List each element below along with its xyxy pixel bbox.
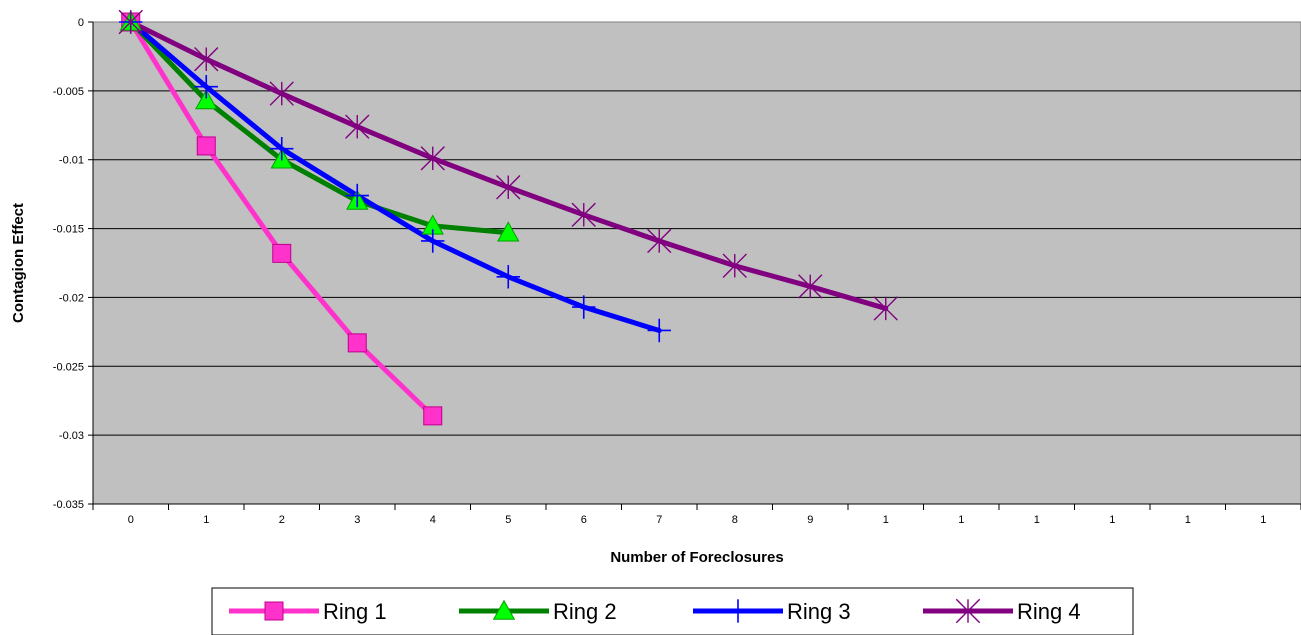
legend-marker (264, 601, 284, 621)
x-tick-label: 7 (656, 514, 662, 526)
y-tick-label: -0.025 (53, 361, 84, 373)
data-point-ring-4 (647, 228, 672, 254)
x-tick-label: 5 (505, 514, 511, 526)
data-point-ring-1 (272, 243, 292, 263)
x-tick-label: 1 (1109, 514, 1115, 526)
data-point-ring-2 (195, 89, 218, 110)
data-point-ring-4 (269, 81, 294, 106)
data-point-ring-3 (647, 318, 671, 343)
gridlines (93, 90, 1301, 436)
y-tick-label: -0.015 (53, 224, 84, 236)
legend-label-ring-3: Ring 3 (787, 599, 851, 624)
legend: Ring 1 Ring 2 Ring 3 Ring 4 (211, 587, 1134, 635)
data-point-ring-3 (270, 136, 294, 161)
y-tick-label: -0.03 (59, 430, 84, 442)
legend-marker (726, 599, 750, 623)
x-tick-label: 2 (279, 514, 285, 526)
x-tick-label: 0 (128, 514, 134, 526)
x-tick-label: 1 (1185, 514, 1191, 526)
series-line-ring-3 (128, 19, 662, 333)
legend-label-ring-4: Ring 4 (1017, 599, 1081, 624)
plot-area (92, 21, 1301, 505)
data-point-ring-3 (496, 265, 520, 289)
y-tick-label: -0.02 (59, 292, 84, 304)
data-point-ring-3 (194, 75, 218, 99)
data-point-ring-4 (798, 274, 823, 299)
x-tick-label: 1 (883, 514, 889, 526)
x-tick-label: 1 (958, 514, 964, 526)
x-axis-title: Number of Foreclosures (610, 549, 783, 566)
x-tick-label: 8 (732, 514, 738, 526)
data-point-ring-4 (118, 9, 143, 35)
data-point-ring-2 (497, 221, 520, 242)
data-point-ring-4 (420, 146, 445, 171)
x-tick-label: 4 (430, 514, 436, 526)
data-point-ring-4 (496, 175, 521, 200)
legend-label-ring-1: Ring 1 (323, 599, 387, 624)
x-tick-label: 1 (1034, 514, 1040, 526)
x-tick-label: 3 (354, 514, 360, 526)
y-tick-label: -0.01 (59, 155, 84, 167)
data-point-ring-4 (873, 296, 898, 321)
data-point-ring-4 (345, 114, 370, 139)
series-lines (118, 9, 898, 426)
x-tick-label: 1 (203, 514, 209, 526)
y-tick-label: -0.035 (53, 499, 84, 511)
data-point-ring-1 (196, 136, 216, 156)
x-tick-label: 1 (1260, 514, 1266, 526)
data-point-ring-1 (423, 406, 443, 426)
data-point-ring-4 (722, 253, 747, 278)
x-tick-label: 6 (581, 514, 587, 526)
data-point-ring-3 (421, 229, 445, 253)
y-tick-label: 0 (78, 17, 84, 29)
data-point-ring-3 (572, 295, 596, 319)
x-axis: 0 1 2 3 4 5 6 7 8 9 1 1 1 1 1 1 (92, 503, 1301, 526)
series-line-ring-2 (128, 19, 511, 236)
y-axis-title: Contagion Effect (10, 203, 27, 323)
legend-marker (955, 598, 981, 624)
data-point-ring-3 (345, 183, 369, 208)
legend-label-ring-2: Ring 2 (553, 599, 617, 624)
x-tick-label: 9 (807, 514, 813, 526)
legend-marker (492, 599, 516, 620)
y-axis: 0 -0.005 -0.01 -0.015 -0.02 -0.025 -0.03 -0.035 (53, 17, 94, 511)
data-point-ring-4 (194, 46, 219, 72)
data-point-ring-1 (347, 333, 367, 353)
y-tick-label: -0.005 (53, 86, 84, 98)
data-point-ring-4 (571, 202, 596, 227)
